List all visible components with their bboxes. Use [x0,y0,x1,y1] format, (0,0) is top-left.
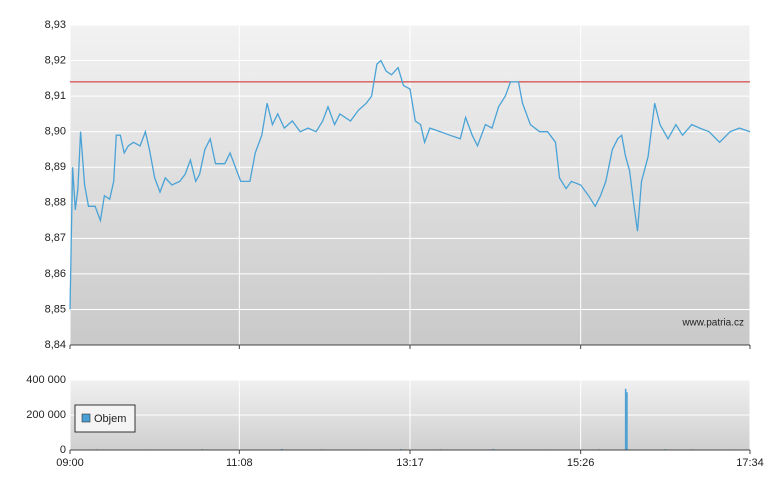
y-tick-label: 8,85 [45,303,66,315]
watermark: www.patria.cz [681,318,744,329]
volume-bar [626,392,628,450]
x-tick-label: 17:34 [736,457,764,469]
y-tick-label: 8,91 [45,90,66,102]
y-tick-label: 8,90 [45,126,66,138]
x-tick-label: 13:17 [396,457,424,469]
x-tick-label: 11:08 [226,457,253,469]
legend-swatch [81,413,91,423]
x-tick-label: 15:26 [567,457,595,469]
x-tick-label: 09:00 [56,457,84,469]
volume-bar [624,388,627,450]
y-tick-label: 200 000 [26,409,66,421]
y-tick-label: 0 [60,444,66,456]
price-line [69,59,751,310]
volume-bar [492,448,495,450]
volume-bar [280,448,283,450]
legend: Objem [74,404,136,433]
y-tick-label: 400 000 [26,374,66,386]
y-tick-label: 8,84 [45,339,66,351]
y-tick-label: 8,87 [45,232,66,244]
y-tick-label: 8,92 [45,54,66,66]
legend-label: Objem [94,413,126,425]
y-tick-label: 8,86 [45,268,66,280]
y-tick-label: 8,88 [45,197,66,209]
y-tick-label: 8,93 [45,19,66,31]
y-tick-label: 8,89 [45,161,66,173]
